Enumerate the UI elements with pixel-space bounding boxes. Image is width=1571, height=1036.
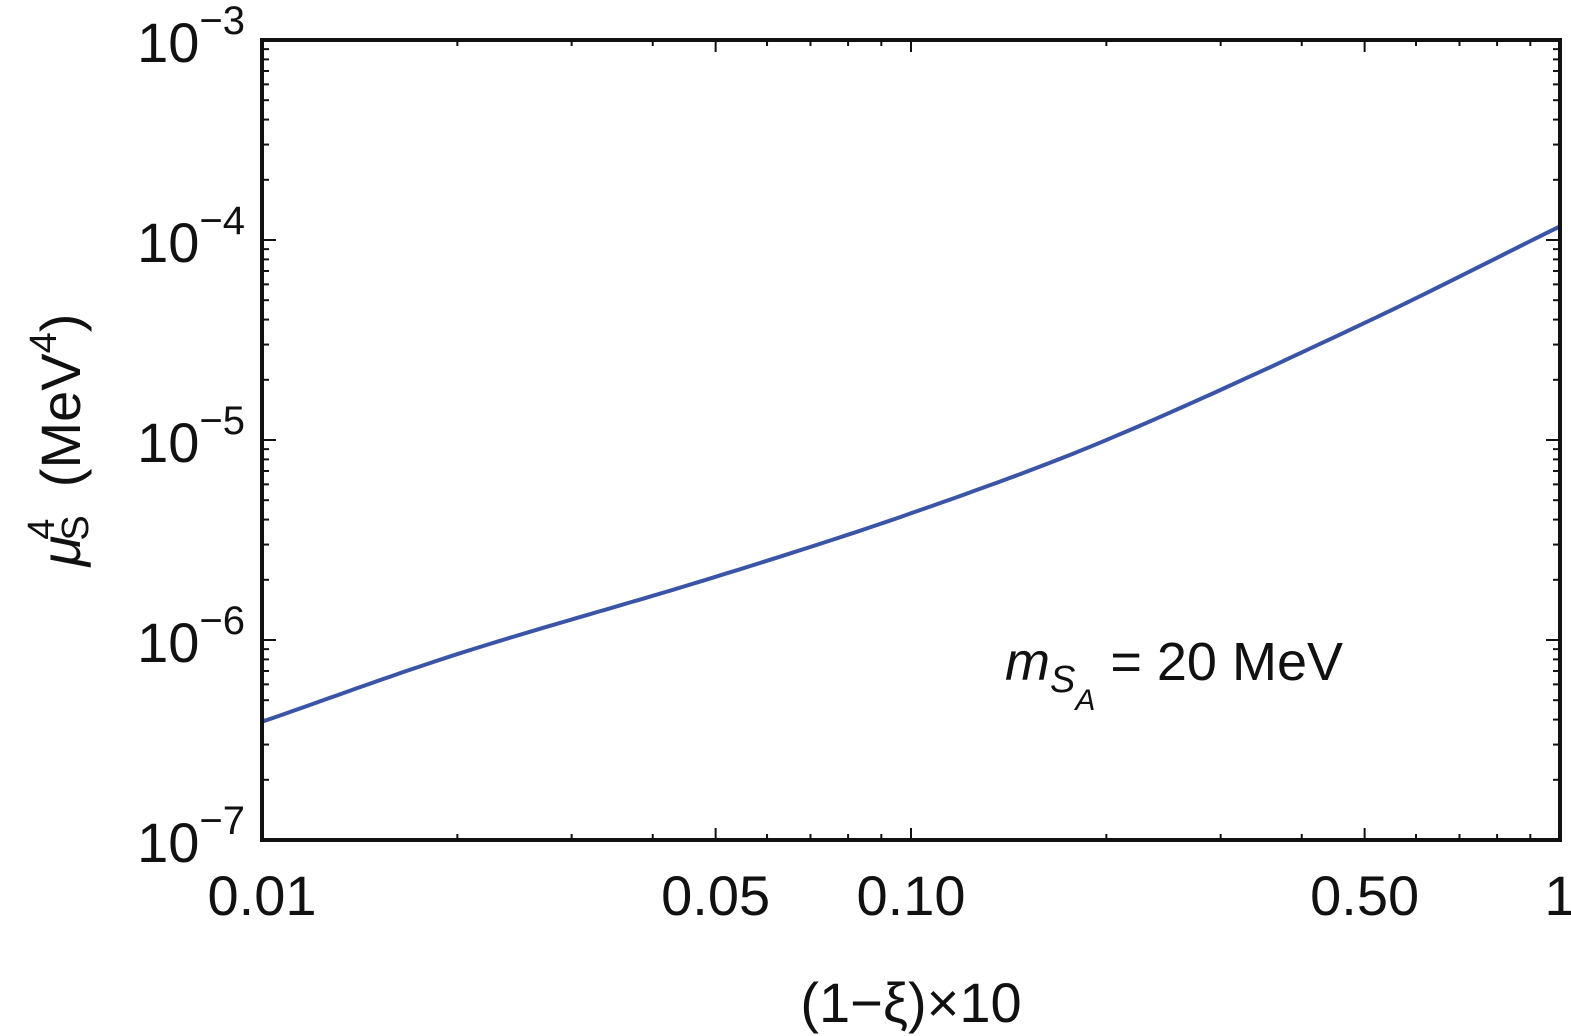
svg-text:μ4S(MeV4): μ4S(MeV4) — [21, 314, 97, 569]
y-tick-label: 10−6 — [137, 599, 245, 674]
y-tick-label: 10−5 — [137, 399, 245, 474]
y-tick-labels: 10−7 10−6 10−5 10−4 10−3 — [137, 0, 245, 874]
svg-text:mSA = 20 MeV: mSA = 20 MeV — [1005, 632, 1343, 717]
major-ticks — [261, 40, 1560, 841]
x-tick-label: 0.50 — [1310, 864, 1419, 927]
x-tick-label: 1 — [1544, 864, 1571, 927]
plot-frame — [260, 38, 1562, 842]
minor-ticks — [262, 40, 1560, 840]
data-curve — [261, 224, 1561, 724]
x-tick-label: 0.01 — [208, 864, 317, 927]
x-tick-labels: 0.01 0.05 0.10 0.50 1 — [208, 864, 1571, 927]
y-tick-label: 10−4 — [137, 199, 245, 274]
y-tick-label: 10−7 — [137, 799, 245, 874]
x-tick-label: 0.05 — [661, 864, 770, 927]
x-axis-label: (1−ξ)×10 — [800, 971, 1021, 1034]
x-tick-label: 0.10 — [857, 864, 966, 927]
curve-annotation: mSA = 20 MeV — [1005, 632, 1343, 717]
y-tick-label: 10−3 — [137, 0, 245, 74]
y-axis-label: μ4S(MeV4) — [21, 314, 97, 569]
